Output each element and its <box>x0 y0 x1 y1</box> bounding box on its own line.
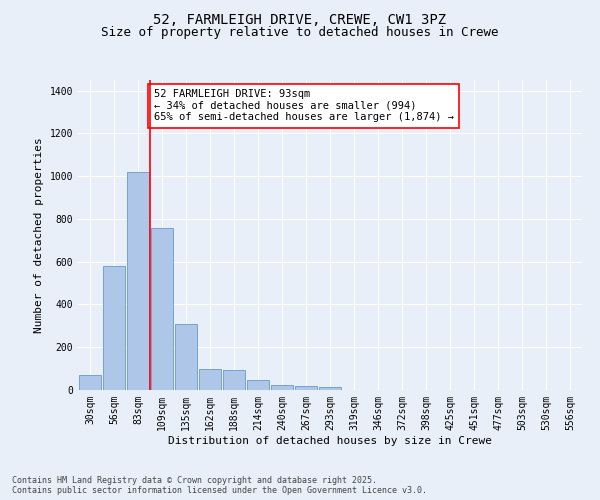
Text: Contains HM Land Registry data © Crown copyright and database right 2025.
Contai: Contains HM Land Registry data © Crown c… <box>12 476 427 495</box>
Bar <box>271 384 293 390</box>
Y-axis label: Number of detached properties: Number of detached properties <box>34 137 44 333</box>
Bar <box>247 380 269 390</box>
Bar <box>103 266 125 390</box>
Text: 52, FARMLEIGH DRIVE, CREWE, CW1 3PZ: 52, FARMLEIGH DRIVE, CREWE, CW1 3PZ <box>154 12 446 26</box>
X-axis label: Distribution of detached houses by size in Crewe: Distribution of detached houses by size … <box>168 436 492 446</box>
Bar <box>295 386 317 390</box>
Bar <box>175 324 197 390</box>
Text: 52 FARMLEIGH DRIVE: 93sqm
← 34% of detached houses are smaller (994)
65% of semi: 52 FARMLEIGH DRIVE: 93sqm ← 34% of detac… <box>154 90 454 122</box>
Bar <box>79 375 101 390</box>
Text: Size of property relative to detached houses in Crewe: Size of property relative to detached ho… <box>101 26 499 39</box>
Bar <box>319 388 341 390</box>
Bar <box>151 228 173 390</box>
Bar <box>127 172 149 390</box>
Bar <box>223 370 245 390</box>
Bar <box>199 368 221 390</box>
